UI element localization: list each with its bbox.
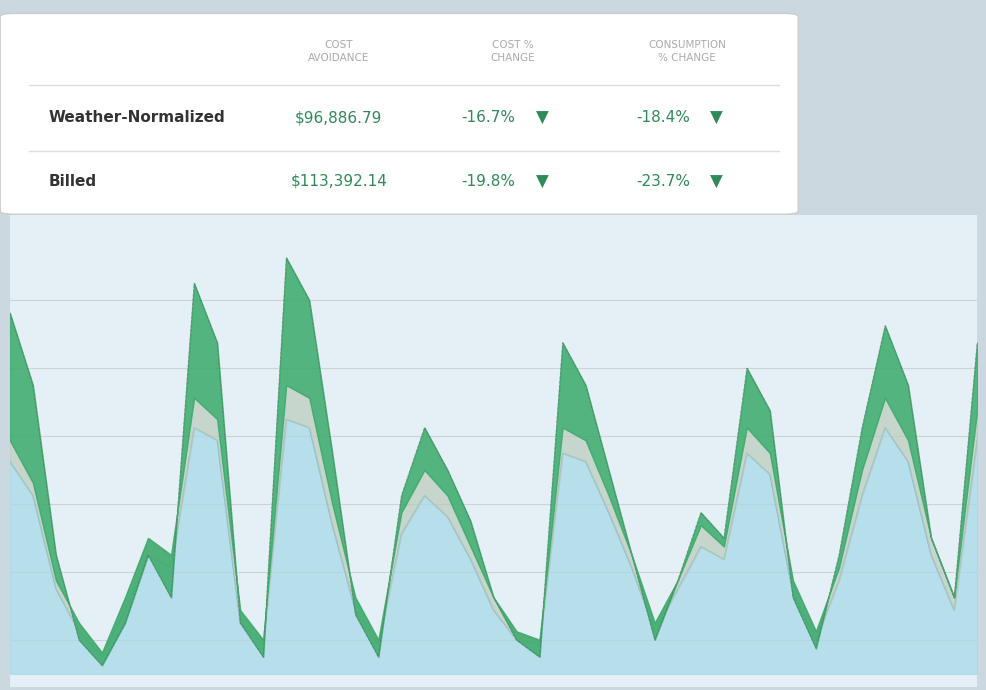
Text: Billed: Billed (48, 174, 97, 189)
Text: -23.7%: -23.7% (635, 174, 689, 189)
Text: ▼: ▼ (535, 172, 547, 190)
FancyBboxPatch shape (0, 13, 798, 214)
Text: -18.4%: -18.4% (635, 110, 689, 126)
Text: ▼: ▼ (709, 109, 722, 127)
Text: COST
AVOIDANCE: COST AVOIDANCE (308, 40, 369, 63)
Text: -16.7%: -16.7% (461, 110, 515, 126)
Text: ▼: ▼ (535, 109, 547, 127)
Text: -19.8%: -19.8% (461, 174, 515, 189)
Text: $96,886.79: $96,886.79 (295, 110, 382, 126)
Text: Weather-Normalized: Weather-Normalized (48, 110, 225, 126)
Text: COST %
CHANGE: COST % CHANGE (490, 40, 534, 63)
Text: ▼: ▼ (709, 172, 722, 190)
Text: $113,392.14: $113,392.14 (290, 174, 387, 189)
Text: CONSUMPTION
% CHANGE: CONSUMPTION % CHANGE (648, 40, 725, 63)
